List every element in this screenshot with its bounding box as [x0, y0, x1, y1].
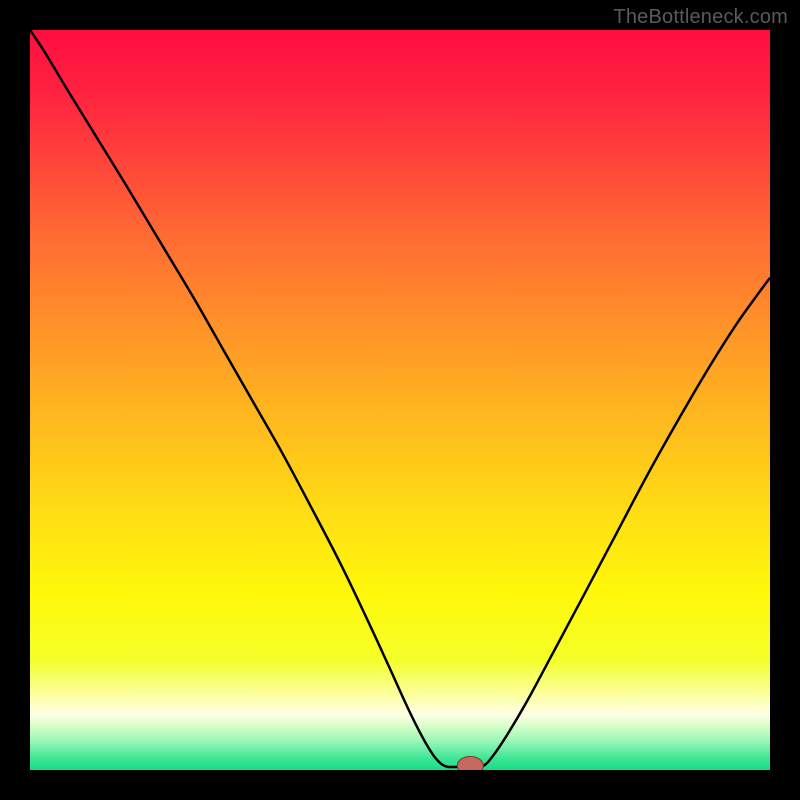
gradient-background — [30, 30, 770, 770]
chart-frame: TheBottleneck.com — [0, 0, 800, 800]
bottleneck-chart — [30, 30, 770, 770]
watermark-text: TheBottleneck.com — [613, 6, 788, 29]
optimal-point-marker — [457, 757, 483, 770]
